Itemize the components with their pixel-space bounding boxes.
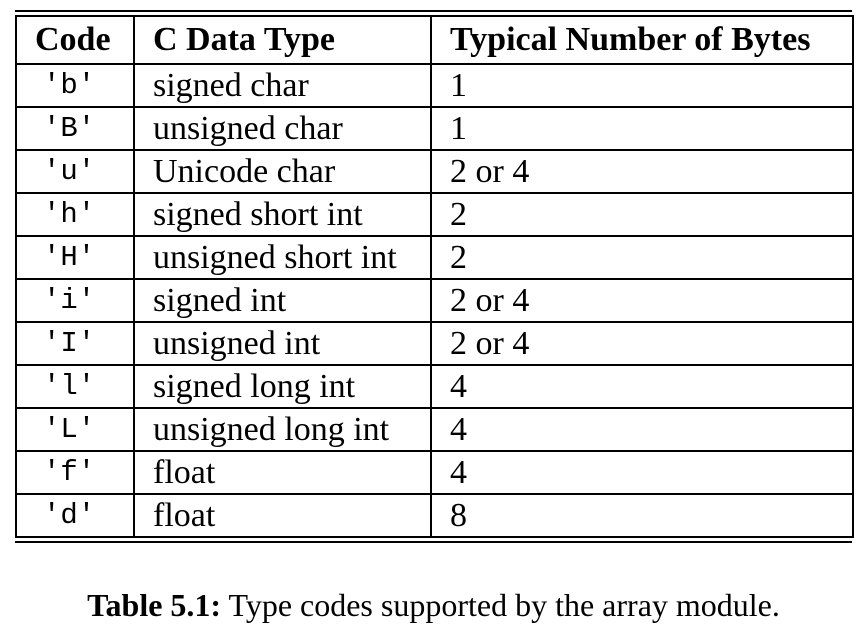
code-cell: 'l' bbox=[15, 364, 135, 409]
caption-text: Type codes supported by the array module… bbox=[228, 587, 780, 623]
type-cell: signed char bbox=[133, 63, 432, 108]
type-cell: signed short int bbox=[133, 192, 432, 237]
type-cell: signed int bbox=[133, 278, 432, 323]
type-codes-table-container: Code C Data Type Typical Number of Bytes… bbox=[15, 10, 854, 543]
table-row: 'l' signed long int 4 bbox=[15, 364, 854, 409]
table-row: 'L' unsigned long int 4 bbox=[15, 407, 854, 452]
bytes-cell: 1 bbox=[430, 106, 854, 151]
type-cell: float bbox=[133, 450, 432, 495]
code-cell: 'i' bbox=[15, 278, 135, 323]
type-cell: Unicode char bbox=[133, 149, 432, 194]
bytes-cell: 4 bbox=[430, 407, 854, 452]
header-code: Code bbox=[15, 15, 135, 65]
type-cell: unsigned int bbox=[133, 321, 432, 366]
table-row: 'i' signed int 2 or 4 bbox=[15, 278, 854, 323]
type-cell: unsigned long int bbox=[133, 407, 432, 452]
table-row: 'u' Unicode char 2 or 4 bbox=[15, 149, 854, 194]
header-c-data-type: C Data Type bbox=[133, 15, 432, 65]
caption-label: Table 5.1: bbox=[87, 587, 222, 623]
table-row: 'b' signed char 1 bbox=[15, 63, 854, 108]
type-cell: float bbox=[133, 493, 432, 538]
bytes-cell: 1 bbox=[430, 63, 854, 108]
table-row: 'B' unsigned char 1 bbox=[15, 106, 854, 151]
bytes-cell: 4 bbox=[430, 364, 854, 409]
table-top-rule bbox=[15, 10, 852, 12]
table-row: 'd' float 8 bbox=[15, 493, 854, 538]
bytes-cell: 2 bbox=[430, 235, 854, 280]
type-cell: signed long int bbox=[133, 364, 432, 409]
header-typical-bytes: Typical Number of Bytes bbox=[430, 15, 854, 65]
code-cell: 'h' bbox=[15, 192, 135, 237]
table-bottom-rule bbox=[15, 541, 852, 543]
type-cell: unsigned char bbox=[133, 106, 432, 151]
type-codes-table: Code C Data Type Typical Number of Bytes… bbox=[15, 15, 854, 538]
type-cell: unsigned short int bbox=[133, 235, 432, 280]
code-cell: 'B' bbox=[15, 106, 135, 151]
bytes-cell: 2 or 4 bbox=[430, 321, 854, 366]
table-caption: Table 5.1: Type codes supported by the a… bbox=[0, 585, 867, 625]
bytes-cell: 2 bbox=[430, 192, 854, 237]
table-header-row: Code C Data Type Typical Number of Bytes bbox=[15, 15, 854, 65]
code-cell: 'u' bbox=[15, 149, 135, 194]
table-row: 'I' unsigned int 2 or 4 bbox=[15, 321, 854, 366]
bytes-cell: 2 or 4 bbox=[430, 278, 854, 323]
code-cell: 'f' bbox=[15, 450, 135, 495]
bytes-cell: 2 or 4 bbox=[430, 149, 854, 194]
table-row: 'h' signed short int 2 bbox=[15, 192, 854, 237]
bytes-cell: 4 bbox=[430, 450, 854, 495]
code-cell: 'H' bbox=[15, 235, 135, 280]
table-row: 'f' float 4 bbox=[15, 450, 854, 495]
code-cell: 'd' bbox=[15, 493, 135, 538]
table-row: 'H' unsigned short int 2 bbox=[15, 235, 854, 280]
bytes-cell: 8 bbox=[430, 493, 854, 538]
code-cell: 'L' bbox=[15, 407, 135, 452]
code-cell: 'I' bbox=[15, 321, 135, 366]
code-cell: 'b' bbox=[15, 63, 135, 108]
